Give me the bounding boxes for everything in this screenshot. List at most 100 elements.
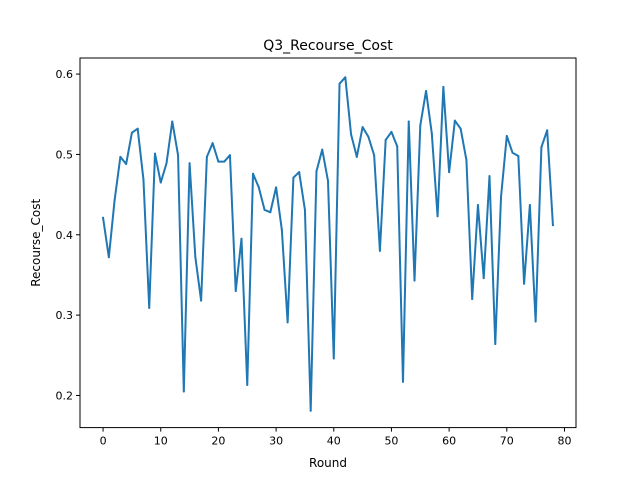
y-axis-label: Recourse_Cost bbox=[29, 199, 43, 287]
data-point bbox=[217, 160, 220, 163]
data-point bbox=[130, 131, 133, 134]
data-point bbox=[367, 135, 370, 138]
data-point bbox=[303, 208, 306, 211]
data-point bbox=[419, 124, 422, 127]
data-point bbox=[159, 181, 162, 184]
data-point bbox=[177, 154, 180, 157]
data-point bbox=[442, 85, 445, 88]
data-point bbox=[102, 216, 105, 219]
x-axis-ticks: 0 10 20 30 40 50 60 70 80 bbox=[100, 427, 571, 448]
data-point bbox=[540, 146, 543, 149]
data-point bbox=[200, 299, 203, 302]
data-point bbox=[384, 138, 387, 141]
data-point bbox=[234, 290, 237, 293]
data-point bbox=[546, 129, 549, 132]
x-tick-label: 70 bbox=[500, 435, 514, 448]
data-point bbox=[188, 162, 191, 165]
data-point bbox=[194, 256, 197, 259]
x-tick-label: 30 bbox=[269, 435, 283, 448]
data-point bbox=[534, 320, 537, 323]
data-point bbox=[551, 224, 554, 227]
data-point bbox=[338, 82, 341, 85]
data-point bbox=[517, 155, 520, 158]
data-point bbox=[465, 159, 468, 162]
x-tick-label: 40 bbox=[327, 435, 341, 448]
data-point bbox=[413, 279, 416, 282]
x-tick-label: 20 bbox=[211, 435, 225, 448]
data-point bbox=[292, 176, 295, 179]
axes-frame bbox=[79, 57, 577, 429]
data-point bbox=[425, 89, 428, 92]
data-point bbox=[315, 170, 318, 173]
data-point bbox=[332, 357, 335, 360]
data-point bbox=[407, 120, 410, 123]
x-tick-label: 0 bbox=[100, 435, 107, 448]
data-point bbox=[488, 175, 491, 178]
data-point bbox=[396, 145, 399, 148]
data-point bbox=[257, 186, 260, 189]
data-point bbox=[275, 186, 278, 189]
data-point bbox=[211, 142, 214, 145]
data-point bbox=[136, 127, 139, 130]
data-point bbox=[476, 204, 479, 207]
data-point bbox=[107, 256, 110, 259]
data-point bbox=[252, 172, 255, 175]
y-tick-label: 0.3 bbox=[56, 309, 74, 322]
data-point bbox=[263, 208, 266, 211]
data-points bbox=[102, 76, 554, 412]
data-point bbox=[228, 154, 231, 157]
data-point bbox=[298, 171, 301, 174]
y-axis-ticks: 0.2 0.3 0.4 0.5 0.6 bbox=[56, 68, 80, 402]
data-point bbox=[246, 384, 249, 387]
data-point bbox=[355, 155, 358, 158]
data-point bbox=[205, 155, 208, 158]
x-tick-label: 50 bbox=[384, 435, 398, 448]
data-point bbox=[148, 306, 151, 309]
y-tick-label: 0.5 bbox=[56, 148, 74, 161]
x-tick-label: 80 bbox=[557, 435, 571, 448]
y-tick-label: 0.6 bbox=[56, 68, 74, 81]
data-point bbox=[505, 134, 508, 137]
data-point bbox=[153, 152, 156, 155]
data-point bbox=[113, 199, 116, 202]
chart-title: Q3_Recourse_Cost bbox=[263, 38, 393, 54]
data-point bbox=[344, 76, 347, 79]
data-point bbox=[327, 179, 329, 182]
y-tick-label: 0.4 bbox=[56, 229, 74, 242]
data-point bbox=[182, 390, 185, 393]
data-point bbox=[286, 321, 289, 324]
data-point bbox=[459, 127, 462, 130]
data-point bbox=[471, 298, 474, 301]
data-point bbox=[171, 120, 174, 123]
data-point bbox=[500, 196, 503, 198]
data-point bbox=[165, 162, 168, 165]
data-point bbox=[125, 163, 128, 166]
data-point bbox=[269, 211, 272, 214]
data-point bbox=[373, 154, 376, 157]
data-point bbox=[378, 249, 381, 252]
data-point bbox=[280, 228, 283, 231]
data-point bbox=[436, 215, 439, 218]
data-point bbox=[119, 155, 122, 158]
data-point bbox=[511, 151, 514, 154]
data-point bbox=[142, 178, 145, 181]
y-tick-label: 0.2 bbox=[56, 389, 74, 402]
x-axis-label: Round bbox=[309, 456, 347, 470]
plot-area bbox=[101, 76, 554, 412]
data-point bbox=[453, 119, 456, 122]
x-tick-label: 10 bbox=[154, 435, 168, 448]
data-point bbox=[350, 133, 353, 136]
data-point bbox=[482, 277, 485, 280]
data-point bbox=[494, 343, 497, 346]
data-point bbox=[309, 409, 312, 412]
data-point bbox=[523, 282, 526, 285]
data-point bbox=[390, 130, 393, 133]
data-point bbox=[401, 380, 404, 383]
data-point bbox=[361, 126, 364, 129]
data-point bbox=[448, 171, 451, 174]
data-point bbox=[223, 160, 226, 163]
data-point bbox=[240, 237, 243, 240]
